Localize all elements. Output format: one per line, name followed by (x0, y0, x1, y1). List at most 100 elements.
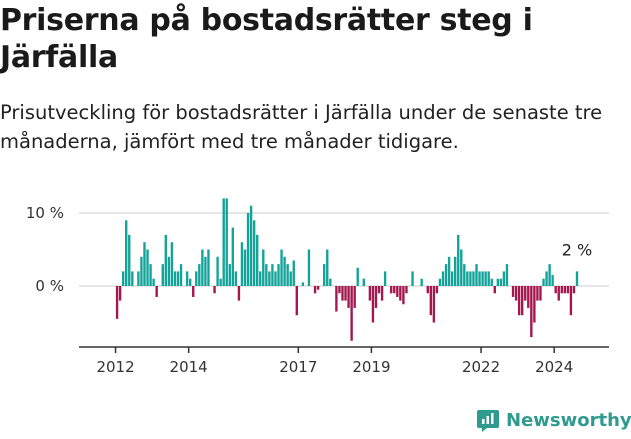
chart-bar (118, 286, 122, 301)
chart-bar (338, 286, 341, 294)
chart-bar (204, 256, 207, 286)
chart-bar (487, 271, 490, 286)
chart-bar (243, 249, 247, 286)
chart-bar (234, 271, 238, 286)
chart-bar (292, 260, 295, 286)
bar-chart: 0 % 10 % 2012 2014 2017 2019 2022 2024 2 % (26, 198, 609, 376)
chart-bar (393, 286, 396, 294)
chart-bar (524, 286, 527, 301)
chart-bar (353, 286, 356, 308)
x-tick-label: 2012 (96, 358, 134, 376)
chart-bar (195, 271, 198, 286)
chart-bar (551, 275, 554, 286)
x-tick-label: 2014 (170, 358, 208, 376)
chart-bar (326, 249, 329, 286)
chart-bar (280, 249, 283, 286)
chart-bar (517, 286, 521, 316)
chart-bar (545, 271, 548, 286)
chart-bar (460, 249, 463, 286)
chart-bar (283, 256, 286, 286)
chart-bar (246, 213, 250, 286)
chart-bar (249, 205, 253, 286)
chart-bar (216, 256, 219, 286)
chart-bar (125, 220, 128, 286)
chart-bar (399, 286, 402, 301)
chart-bar (380, 286, 384, 301)
chart-bar (268, 271, 271, 286)
chart-bar (115, 286, 119, 319)
latest-value-label: 2 % (562, 240, 592, 259)
chart-bar (329, 278, 332, 286)
chart-bar (426, 286, 429, 294)
chart-bar (347, 286, 350, 308)
chart-bar (539, 286, 542, 301)
chart-bar (560, 286, 563, 294)
chart-bar (316, 286, 320, 290)
chart-bar (493, 286, 496, 294)
chart-bar (155, 286, 158, 297)
chart-bar (188, 278, 192, 286)
chart-bar (478, 271, 481, 286)
chart-bar (170, 242, 174, 286)
chart-bar (161, 264, 164, 286)
chart-bar (152, 278, 155, 286)
chart-bar (222, 198, 225, 286)
chart-bar (173, 271, 177, 286)
chart-bar (533, 286, 536, 323)
chart-bar (256, 234, 259, 286)
chart-bar (575, 271, 579, 286)
chart-bar (390, 286, 393, 294)
chart-bar (240, 242, 244, 286)
x-tick-label: 2022 (462, 358, 500, 376)
chart-bar (176, 271, 180, 286)
chart-bar (237, 286, 241, 301)
chart-bar (265, 264, 268, 286)
chart-bar (514, 286, 518, 301)
chart-bar (402, 286, 405, 305)
chart-bar (563, 286, 567, 294)
chart-bar (313, 286, 317, 294)
chart-bar (542, 278, 545, 286)
chart-bar (143, 242, 146, 286)
chart-bar (527, 286, 530, 308)
chart-bar (252, 220, 256, 286)
chart-bar (286, 264, 289, 286)
chart-bar (450, 271, 454, 286)
chart-subtitle: Prisutveckling för bostadsrätter i Järfä… (0, 101, 603, 153)
chart-bar (429, 286, 432, 316)
chart-bar (383, 271, 387, 286)
chart-bar (420, 278, 423, 286)
chart-bar (362, 278, 365, 286)
chart-bar (137, 271, 140, 286)
chart-bar (262, 249, 265, 286)
chart-bar (490, 278, 493, 286)
chart-bar (435, 286, 439, 294)
chart-bar (572, 286, 576, 294)
chart-bar (521, 286, 524, 316)
chart-bar (228, 264, 231, 286)
chart-bar (484, 271, 487, 286)
chart-bar (499, 278, 503, 286)
x-tick-label: 2019 (352, 358, 390, 376)
chart-bar (146, 249, 149, 286)
chart-bar (469, 271, 472, 286)
chart-bar (377, 286, 381, 294)
chart-bar (121, 271, 125, 286)
chart-bar (536, 286, 539, 301)
chart-bar (301, 282, 305, 286)
chart-bar (481, 271, 484, 286)
chart-bar (566, 286, 570, 294)
chart-bar (554, 286, 557, 294)
chart-bar (356, 267, 359, 286)
chart-bar (128, 234, 131, 286)
chart-bar (502, 271, 506, 286)
brand-name: Newsworthy (506, 409, 631, 431)
chart-bar (466, 271, 469, 286)
chart-bar (368, 286, 372, 301)
chart-bar (201, 249, 204, 286)
chart-bar (149, 264, 152, 286)
chart-bar (505, 264, 509, 286)
chart-bar (140, 256, 143, 286)
chart-bar (371, 286, 375, 323)
chart-bar (557, 286, 560, 301)
